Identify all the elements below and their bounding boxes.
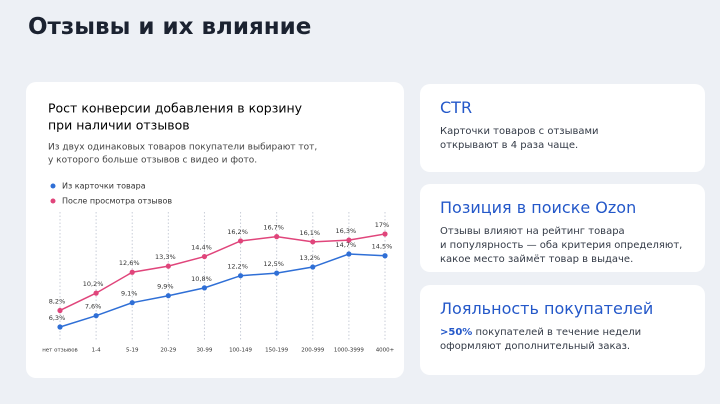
legend-label: Из карточки товара (62, 182, 146, 191)
legend-label: После просмотра отзывов (62, 197, 172, 206)
data-label: 14,5% (372, 243, 393, 251)
data-label: 8,2% (49, 297, 66, 305)
data-label: 12,5% (263, 260, 284, 268)
legend-marker (50, 183, 56, 189)
data-label: 14,4% (191, 244, 212, 252)
data-label: 9,9% (157, 283, 174, 291)
x-tick-label: 200-999 (301, 348, 324, 354)
x-tick-label: 150-199 (265, 348, 288, 354)
highlight: >50% (440, 327, 473, 338)
point (165, 263, 171, 269)
card-text: Карточки товаров с отзывами (440, 126, 599, 137)
card-text: какое место займёт товар в выдаче. (440, 254, 634, 265)
card-text: оформляют дополнительный заказ. (440, 341, 631, 352)
data-label: 12,6% (119, 259, 140, 267)
data-label: 10,8% (191, 275, 212, 283)
data-label: 16,7% (263, 224, 284, 232)
chart-card (26, 82, 404, 378)
point (57, 307, 63, 314)
data-label: 13,2% (299, 254, 320, 262)
point (382, 253, 388, 259)
point (129, 269, 135, 275)
point (201, 253, 208, 260)
point (346, 237, 352, 243)
point (237, 238, 244, 244)
data-label: 16,1% (299, 229, 320, 237)
chart-subtitle: Из двух одинаковых товаров покупатели вы… (48, 143, 317, 153)
point (274, 270, 280, 276)
card-title: Позиция в поиске Ozon (440, 198, 637, 217)
point (57, 324, 63, 330)
card: Лояльность покупателей >50% покупателей … (420, 285, 705, 375)
slide-title: Отзывы и их влияние (28, 14, 312, 40)
point (310, 239, 316, 245)
x-tick-label: нет отзывов (42, 348, 78, 354)
card-text: Отзывы влияют на рейтинг товара (440, 226, 625, 237)
point (310, 264, 316, 270)
chart-title: Рост конверсии добавления в корзину (48, 101, 303, 116)
point (274, 234, 280, 240)
point (382, 231, 388, 237)
chart-subtitle: у которого больше отзывов с видео и фото… (48, 156, 257, 166)
data-label: 16,3% (336, 227, 357, 235)
card: CTR Карточки товаров с отзывами открываю… (420, 84, 705, 172)
line (59, 233, 386, 312)
x-tick-label: 30-99 (196, 348, 212, 354)
x-tick-label: 1000-3999 (334, 348, 364, 354)
x-tick-label: 100-149 (229, 348, 252, 354)
data-label: 6,3% (49, 314, 66, 322)
x-tick-label: 1-4 (92, 348, 101, 354)
x-tick-label: 4000+ (376, 348, 395, 354)
data-label: 9,1% (121, 290, 138, 298)
card-text: покупателей в течение недели (475, 327, 642, 338)
card-text: и популярность — оба критерия определяют… (440, 240, 683, 251)
line (59, 253, 386, 328)
point (346, 251, 352, 257)
data-label: 12,2% (227, 263, 248, 271)
data-label: 10,2% (83, 280, 104, 288)
data-label: 13,3% (155, 253, 176, 261)
point (93, 290, 99, 296)
data-label: 7,6% (85, 303, 102, 311)
data-label: 17% (375, 221, 389, 229)
point (201, 285, 208, 291)
card-title: Лояльность покупателей (440, 299, 654, 318)
point (129, 300, 135, 306)
legend-marker (50, 198, 56, 204)
chart-title: при наличии отзывов (48, 118, 190, 133)
data-label: 16,2% (227, 228, 248, 236)
point (93, 313, 99, 319)
x-tick-label: 20-29 (160, 348, 176, 354)
card-text: >50% покупателей в течение недели (440, 326, 705, 340)
x-tick-label: 5-19 (126, 348, 139, 354)
point (165, 293, 171, 299)
data-label: 14,7% (336, 241, 357, 249)
card-text: открывают в 4 раза чаще. (440, 140, 579, 151)
card: Позиция в поиске Ozon Отзывы влияют на р… (420, 184, 705, 272)
card-title: CTR (440, 98, 473, 117)
point (237, 273, 244, 279)
